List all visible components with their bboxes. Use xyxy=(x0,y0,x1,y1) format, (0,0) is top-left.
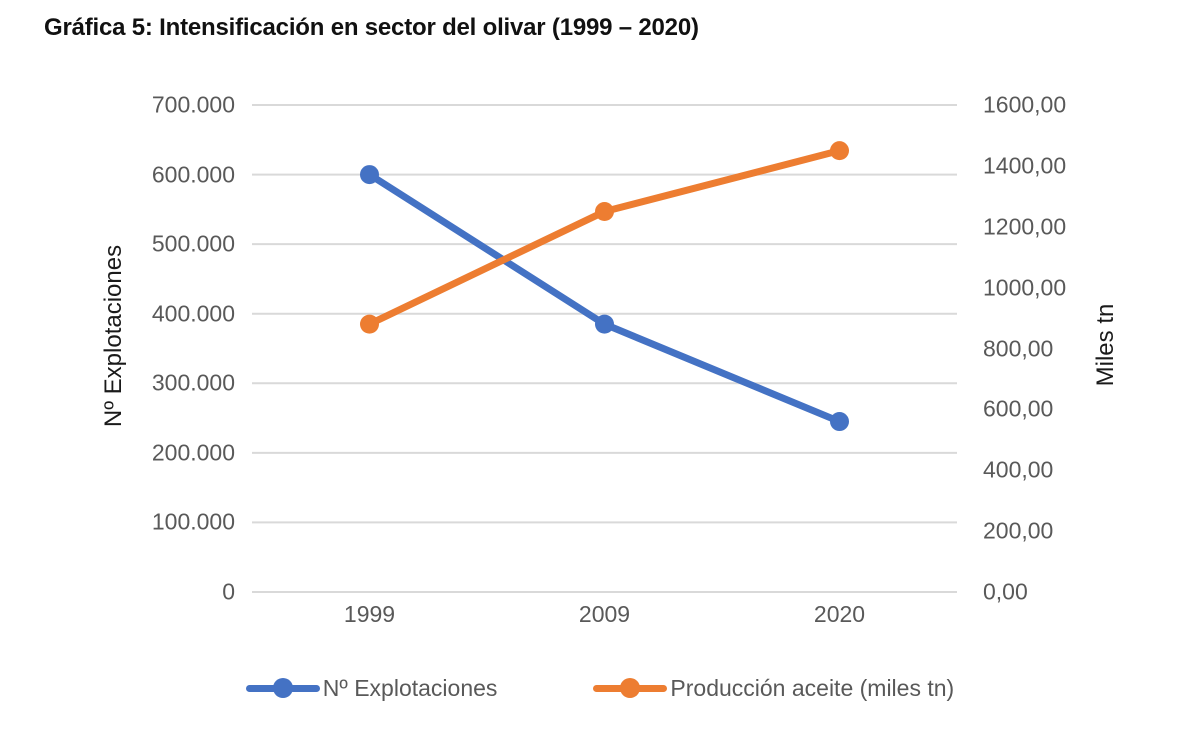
legend-item-produccion-aceite: Producción aceite (miles tn) xyxy=(593,675,954,702)
data-point-0-2009 xyxy=(595,314,614,334)
data-point-0-1999 xyxy=(360,165,379,185)
legend-item-explotaciones: Nº Explotaciones xyxy=(245,674,498,702)
y-axis-left-tick-label: 100.000 xyxy=(151,508,235,535)
y-axis-left-tick-label: 600.000 xyxy=(151,161,235,188)
legend-label: Producción aceite (miles tn) xyxy=(670,674,955,701)
x-axis-tick-label: 1999 xyxy=(343,601,396,627)
series-line-1 xyxy=(366,147,843,328)
y-axis-right-tick-label: 400,00 xyxy=(983,456,1054,483)
legend: Nº Explotaciones Producción aceite (mile… xyxy=(0,667,1200,709)
y-axis-right-tick-label: 1600,00 xyxy=(983,91,1067,118)
data-point-1-2009 xyxy=(595,202,614,222)
data-point-1-2020 xyxy=(830,141,849,161)
x-axis-tick-label: 2009 xyxy=(578,601,631,627)
legend-line-marker-icon xyxy=(245,677,320,699)
y-axis-right-tick-label: 1000,00 xyxy=(983,274,1067,301)
y-axis-left-tick-label: 0 xyxy=(222,578,235,605)
data-point-1-1999 xyxy=(360,314,379,334)
y-axis-left-tick-label: 700.000 xyxy=(151,91,235,118)
y-axis-right-tick-label: 1400,00 xyxy=(983,152,1067,179)
y-axis-left-tick-label: 200.000 xyxy=(151,439,235,466)
chart-title: Gráfica 5: Intensificación en sector del… xyxy=(44,14,699,41)
legend-label: Nº Explotaciones xyxy=(322,674,498,701)
y-axis-right-tick-label: 1200,00 xyxy=(983,213,1067,240)
y-axis-left-tick-label: 500.000 xyxy=(151,230,235,257)
y-axis-left-tick-label: 400.000 xyxy=(151,300,235,327)
y-axis-right-tick-label: 0,00 xyxy=(983,578,1028,605)
y-axis-right-tick-label: 200,00 xyxy=(983,517,1054,544)
y-axis-left-tick-label: 300.000 xyxy=(151,369,235,396)
legend-line-marker-icon xyxy=(593,677,668,699)
y-axis-right-tick-label: 800,00 xyxy=(983,335,1054,361)
data-point-0-2020 xyxy=(830,412,849,432)
x-axis-tick-label: 2020 xyxy=(813,601,866,627)
y-axis-right-tick-label: 600,00 xyxy=(983,395,1054,422)
